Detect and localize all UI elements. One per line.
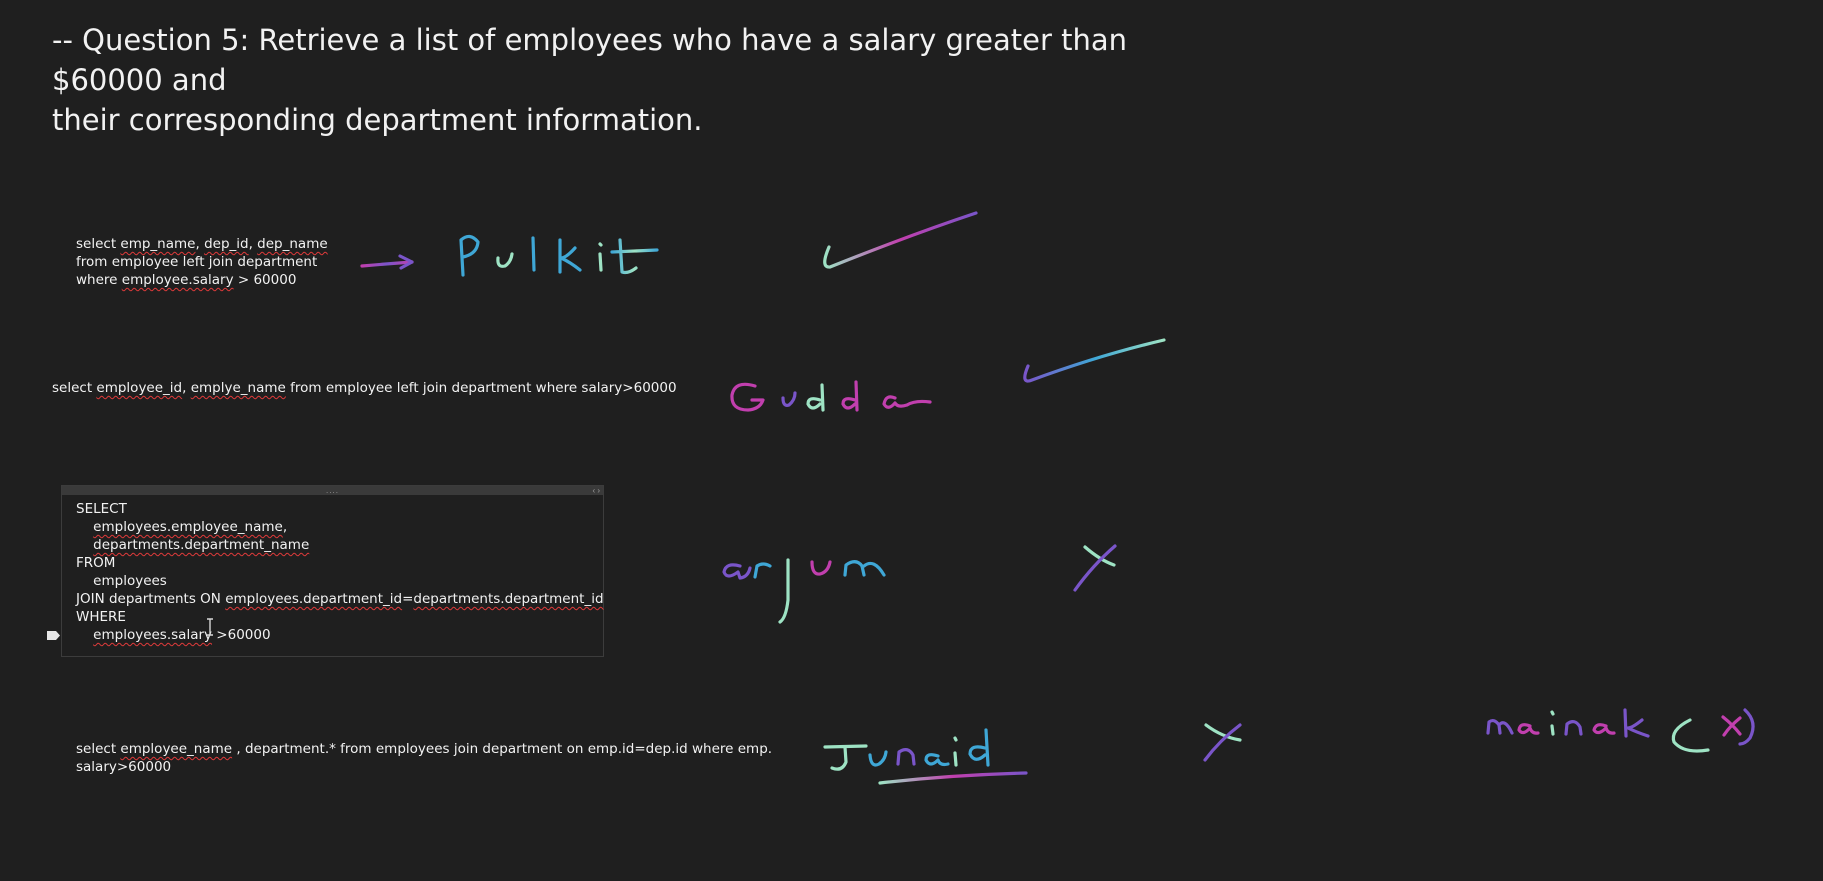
answer-pulkit-line-2: from employee left join department (76, 254, 318, 270)
sql-line-1: SELECT (76, 501, 127, 517)
ink-name-arjun (722, 558, 886, 624)
answer-junaid-line-1: select employee_name , department.* from… (76, 741, 773, 757)
question-title[interactable]: -- Question 5: Retrieve a list of employ… (52, 20, 1232, 140)
question-title-line-1: -- Question 5: Retrieve a list of employ… (52, 23, 1128, 97)
paragraph-handle-icon[interactable] (47, 631, 60, 640)
ink-cross-2 (1203, 723, 1242, 762)
sql-line-2: employees.employee_name, (93, 519, 288, 535)
sql-line-7: WHERE (76, 609, 126, 625)
sql-line-8: employees.salary >60000 (93, 627, 271, 643)
ink-underline-junaid (878, 771, 1028, 785)
question-title-line-2: their corresponding department informati… (52, 103, 703, 137)
sql-line-4: FROM (76, 555, 116, 571)
answer-gudda-line-1: select employee_id, emplye_name from emp… (52, 380, 677, 396)
ink-arrow (360, 254, 414, 270)
container-drag-bar[interactable]: .... ‹ › (62, 486, 603, 495)
note-container-selected[interactable]: .... ‹ › SELECT employees.employee_name,… (61, 485, 604, 657)
drag-handle-icon[interactable]: .... (326, 486, 339, 495)
answer-gudda-text[interactable]: select employee_id, emplye_name from emp… (52, 379, 677, 397)
text-cursor-icon (207, 618, 213, 636)
answer-pulkit-line-3: where employee.salary > 60000 (76, 272, 297, 288)
answer-pulkit-text[interactable]: select emp_name, dep_id, dep_name from e… (76, 235, 328, 289)
answer-junaid-line-2: salary>60000 (76, 759, 172, 775)
ink-name-gudda (730, 380, 932, 412)
ink-check-1 (823, 211, 978, 269)
resize-arrows-icon[interactable]: ‹ › (592, 486, 600, 495)
ink-name-pulkit (459, 234, 659, 277)
ink-name-junaid (823, 728, 990, 771)
sql-line-6: JOIN departments ON employees.department… (76, 591, 604, 607)
answer-pulkit-line-1: select emp_name, dep_id, dep_name (76, 236, 328, 252)
answer-junaid-text[interactable]: select employee_name , department.* from… (76, 740, 773, 776)
answer-arjun-text[interactable]: SELECT employees.employee_name, departme… (76, 500, 604, 644)
ink-cross-1 (1073, 544, 1117, 592)
sql-line-3: departments.department_name (93, 537, 310, 553)
ink-check-2 (1023, 338, 1166, 383)
sql-line-5: employees (76, 573, 167, 589)
ink-name-mainak (1486, 708, 1755, 753)
